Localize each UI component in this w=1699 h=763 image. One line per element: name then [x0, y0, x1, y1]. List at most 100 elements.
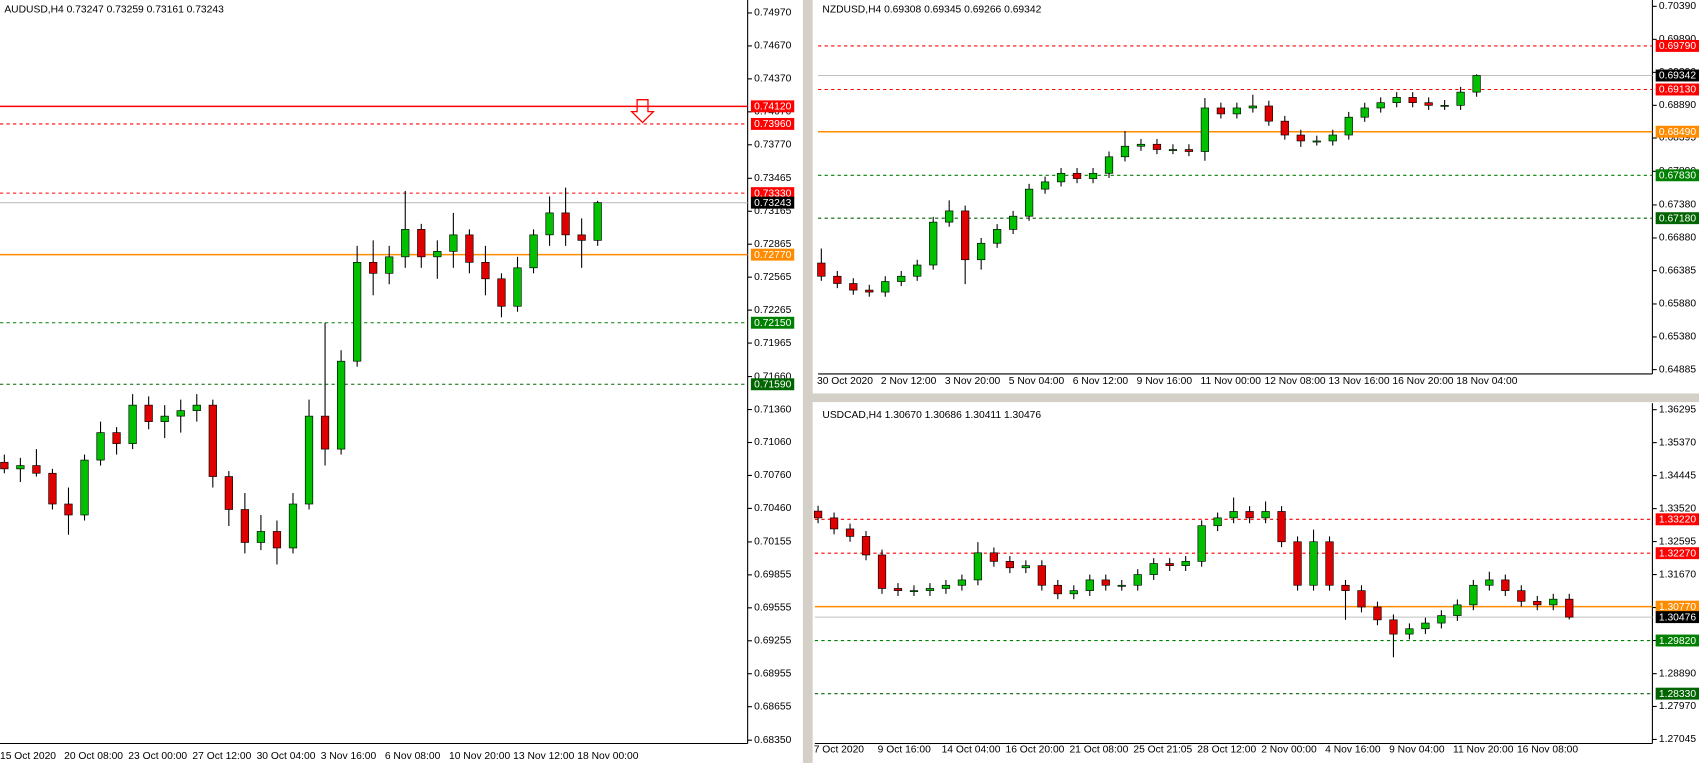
candle-body [529, 234, 538, 269]
candle-body [1213, 517, 1222, 527]
candle-body [1296, 134, 1305, 142]
level-box [1655, 212, 1699, 225]
x-tick-label: 16 Nov 20:00 [1392, 376, 1453, 387]
candle-body [993, 229, 1002, 244]
candle-body [1312, 140, 1321, 143]
candle-body [913, 264, 922, 277]
y-tick-label: 0.65380 [1659, 332, 1696, 343]
x-tick-label: 30 Oct 2020 [817, 376, 873, 387]
level-box [750, 117, 795, 130]
candle-body [433, 251, 442, 258]
candle-body [1389, 619, 1398, 635]
x-tick-label: 9 Nov 16:00 [1137, 376, 1193, 387]
candle-body [929, 221, 938, 266]
y-tick-label: 0.72565 [754, 272, 791, 283]
x-tick-label: 13 Nov 16:00 [1328, 376, 1389, 387]
y-tick-label: 0.71965 [754, 338, 791, 349]
candle-body [449, 234, 458, 252]
x-tick-label: 12 Nov 08:00 [1264, 376, 1325, 387]
chart-panel [812, 0, 1699, 394]
candle-body [465, 234, 474, 263]
level-label: 0.67830 [1659, 171, 1696, 182]
candle-body [1200, 107, 1210, 152]
candle-body [1453, 604, 1462, 616]
candle-body [1120, 145, 1130, 158]
candle-body [1501, 579, 1510, 591]
candle-body [401, 229, 410, 258]
candle-body [112, 432, 121, 444]
candle-body [1472, 75, 1481, 93]
y-tick-label: 0.74970 [754, 8, 791, 19]
candle-body [1053, 584, 1062, 595]
y-tick-label: 1.32595 [1659, 536, 1696, 547]
candle-body [176, 410, 185, 417]
x-tick-label: 20 Oct 08:00 [64, 751, 123, 762]
candle-body [1533, 600, 1542, 606]
candle-body [208, 404, 217, 477]
candle-body [288, 503, 298, 549]
y-tick-label: 0.69555 [754, 603, 791, 614]
candle-body [513, 267, 522, 307]
y-tick-label: 0.71060 [754, 437, 791, 448]
candle-body [1133, 574, 1142, 586]
x-tick-label: 27 Oct 12:00 [192, 751, 251, 762]
y-tick-label: 0.65880 [1659, 299, 1696, 310]
level-box [1655, 611, 1699, 624]
candle-body [561, 212, 570, 236]
candle-body [973, 552, 983, 581]
candle-body [64, 503, 73, 516]
x-tick-label: 9 Oct 16:00 [878, 745, 931, 756]
candle-body [1085, 579, 1094, 591]
candle-body [48, 472, 57, 505]
level-label: 0.74120 [754, 102, 791, 113]
level-label: 0.73243 [754, 198, 791, 209]
y-tick-label: 1.31670 [1659, 569, 1696, 580]
candle-body [96, 432, 105, 461]
candle-body [1040, 181, 1050, 190]
candle-body [0, 461, 9, 470]
candle-body [80, 459, 89, 516]
y-tick-label: 0.68890 [1659, 100, 1696, 111]
candle-body [481, 262, 490, 280]
level-label: 0.72770 [754, 250, 791, 261]
candle-body [1392, 97, 1401, 104]
candle-body [1037, 565, 1046, 586]
level-box [1655, 547, 1699, 560]
candle-body [1248, 105, 1257, 109]
x-tick-label: 18 Nov 04:00 [1456, 376, 1517, 387]
candle-body [1437, 615, 1446, 624]
x-tick-label: 28 Oct 12:00 [1197, 745, 1256, 756]
candle-body [1168, 149, 1178, 151]
level-label: 0.72150 [754, 318, 791, 329]
y-tick-label: 0.67380 [1659, 200, 1696, 211]
candle-body [1104, 156, 1114, 174]
candle-body [1440, 104, 1449, 107]
candle-body [545, 212, 554, 236]
y-tick-label: 0.69855 [754, 570, 791, 581]
level-box [1655, 687, 1699, 700]
level-label: 1.30476 [1659, 612, 1696, 623]
y-tick-label: 0.70155 [754, 537, 791, 548]
y-tick-label: 0.66385 [1659, 265, 1696, 276]
candle-body [593, 202, 602, 241]
y-tick-label: 0.68395 [1659, 133, 1696, 144]
y-tick-label: 0.66880 [1659, 233, 1696, 244]
x-tick-label: 4 Nov 16:00 [1325, 745, 1381, 756]
candle-body [336, 360, 346, 450]
level-box [1655, 39, 1699, 52]
level-box [1655, 125, 1699, 138]
candle-body [1293, 541, 1302, 586]
candle-body [945, 210, 954, 223]
candle-body [144, 404, 153, 422]
candle-body [1341, 584, 1350, 591]
level-box [1655, 600, 1699, 613]
candle-body [353, 262, 362, 362]
candle-body [1117, 584, 1126, 587]
candle-body [1277, 511, 1286, 543]
chart-title: AUDUSD,H4 0.73247 0.73259 0.73161 0.7324… [4, 4, 224, 15]
candle-body [909, 590, 919, 593]
y-tick-label: 0.71660 [754, 371, 791, 382]
y-tick-label: 0.73465 [754, 173, 791, 184]
level-box [750, 187, 795, 200]
